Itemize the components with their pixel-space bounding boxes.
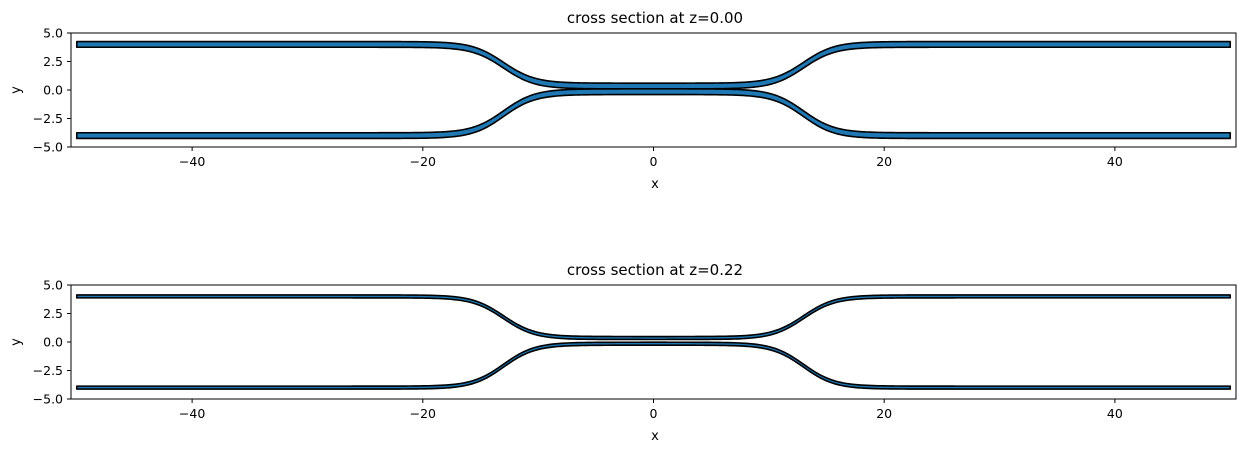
y-tick-label: 2.5 <box>43 54 63 69</box>
y-tick-label: 5.0 <box>43 26 63 41</box>
y-tick-label: −2.5 <box>33 111 63 126</box>
waveguide-arm-2 <box>75 88 1232 140</box>
y-tick-label: 5.0 <box>43 278 63 293</box>
waveguide-arm-1 <box>75 294 1232 341</box>
y-tick-label: 0.0 <box>43 335 63 350</box>
x-tick-label: 20 <box>876 154 892 169</box>
subplot-2-xlabel: x <box>651 429 659 444</box>
y-tick-label: 0.0 <box>43 83 63 98</box>
waveguide-arm-1 <box>75 40 1232 90</box>
y-tick-label: 2.5 <box>43 306 63 321</box>
subplot-2: cross section at z=0.22 −40 −20 0 20 40 5.0 2.… <box>9 261 1237 444</box>
x-tick-label: −40 <box>179 406 205 421</box>
subplot-1-title: cross section at z=0.00 <box>567 9 743 27</box>
x-tick-label: −40 <box>179 154 205 169</box>
x-tick-label: 0 <box>650 154 658 169</box>
x-tick-label: 40 <box>1107 406 1123 421</box>
subplot-2-title: cross section at z=0.22 <box>567 261 743 279</box>
subplot-2-ylabel: y <box>9 338 24 346</box>
x-tick-label: 40 <box>1107 154 1123 169</box>
subplot-1-ylabel: y <box>9 86 24 94</box>
x-tick-label: −20 <box>410 406 436 421</box>
x-tick-label: −20 <box>410 154 436 169</box>
x-tick-label: 20 <box>876 406 892 421</box>
y-tick-label: −5.0 <box>33 140 63 155</box>
waveguide-arm-2 <box>75 341 1232 390</box>
x-tick-label: 0 <box>650 406 658 421</box>
y-tick-label: −5.0 <box>33 392 63 407</box>
y-tick-label: −2.5 <box>33 363 63 378</box>
subplot-1-xlabel: x <box>651 177 659 192</box>
subplot-1: cross section at z=0.00 −40 −20 0 20 40 5.0 2.… <box>9 9 1237 192</box>
